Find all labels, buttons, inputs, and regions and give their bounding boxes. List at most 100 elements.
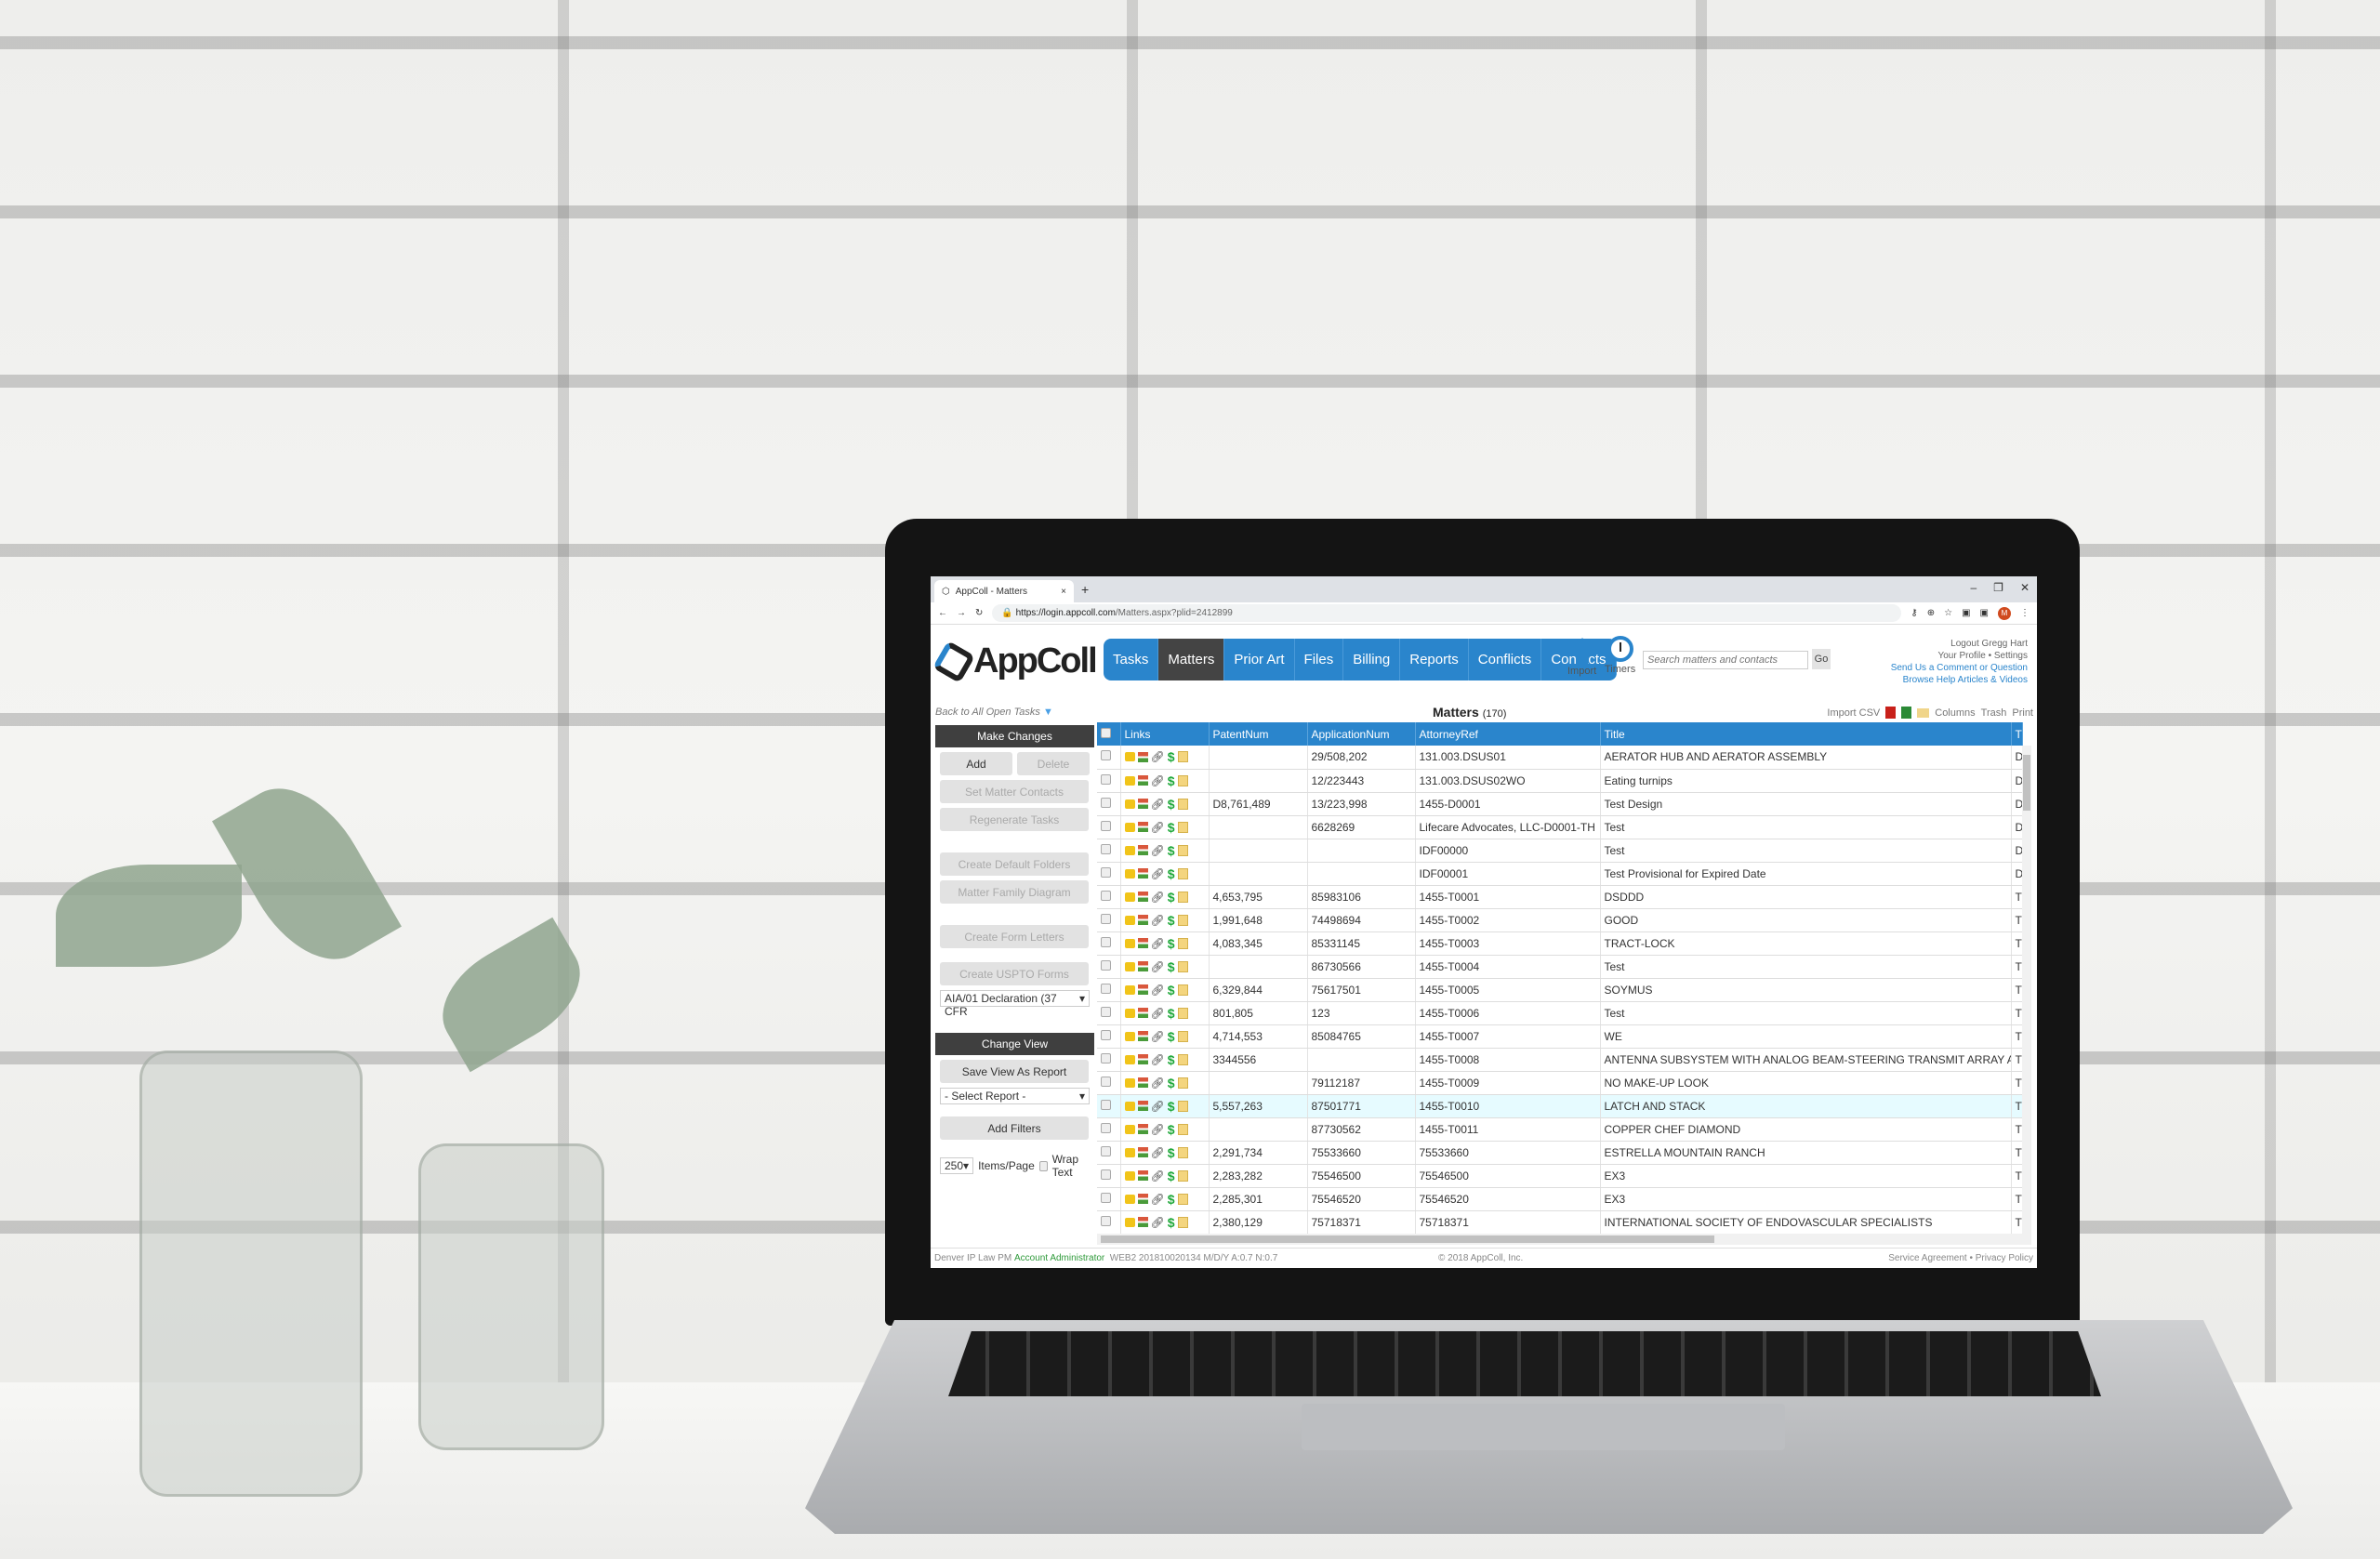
dollar-icon[interactable]: $ — [1167, 1191, 1175, 1207]
columns-link[interactable]: Columns — [1935, 707, 1976, 719]
family-tree-icon[interactable] — [1137, 1054, 1148, 1064]
documents-icon[interactable] — [1177, 821, 1188, 833]
new-tab-icon[interactable]: + — [1081, 582, 1090, 597]
checkbox-cell[interactable] — [1097, 769, 1121, 793]
reload-icon[interactable]: ↻ — [975, 608, 984, 618]
family-tree-icon[interactable] — [1137, 1101, 1148, 1111]
nav-files[interactable]: Files — [1295, 639, 1344, 680]
row-checkbox[interactable] — [1101, 750, 1111, 761]
dollar-icon[interactable]: $ — [1167, 958, 1175, 974]
row-checkbox[interactable] — [1101, 1076, 1111, 1087]
family-tree-icon[interactable] — [1137, 984, 1148, 995]
close-window-icon[interactable]: ✕ — [2019, 581, 2030, 594]
table-row[interactable]: 🔗︎ $2,283,282 75546500 75546500 EX3 T — [1097, 1164, 2023, 1188]
link-icon[interactable]: 🔗︎ — [1150, 1052, 1165, 1066]
vertical-scrollbar[interactable] — [2022, 746, 2031, 1234]
link-icon[interactable]: 🔗︎ — [1150, 959, 1165, 973]
checkbox-cell[interactable] — [1097, 1024, 1121, 1049]
column-header-links[interactable]: Links — [1120, 722, 1210, 746]
search-input[interactable] — [1643, 651, 1808, 669]
folder-icon[interactable] — [1124, 1031, 1135, 1041]
family-tree-icon[interactable] — [1137, 961, 1148, 971]
nav-matters[interactable]: Matters — [1158, 639, 1225, 680]
link-icon[interactable]: 🔗︎ — [1150, 1145, 1165, 1159]
documents-icon[interactable] — [1177, 1123, 1188, 1135]
dollar-icon[interactable]: $ — [1167, 1098, 1175, 1114]
folder-icon[interactable] — [1124, 1147, 1135, 1157]
delete-button[interactable]: Delete — [1017, 752, 1090, 775]
row-checkbox[interactable] — [1101, 1215, 1111, 1226]
documents-icon[interactable] — [1177, 798, 1188, 810]
add-button[interactable]: Add — [940, 752, 1012, 775]
table-row[interactable]: 🔗︎ $801,805 123 1455-T0006 Test T — [1097, 1001, 2023, 1025]
folder-icon[interactable] — [1124, 1054, 1135, 1064]
table-row[interactable]: 🔗︎ $4,653,795 85983106 1455-T0001 DSDDD T — [1097, 885, 2023, 909]
folder-icon[interactable] — [1124, 845, 1135, 855]
dollar-icon[interactable]: $ — [1167, 796, 1175, 812]
dollar-icon[interactable]: $ — [1167, 1144, 1175, 1160]
family-tree-icon[interactable] — [1137, 1008, 1148, 1018]
column-header-attorneyref[interactable]: AttorneyRef — [1415, 722, 1601, 746]
set-matter-contacts-button[interactable]: Set Matter Contacts — [940, 780, 1089, 803]
documents-icon[interactable] — [1177, 751, 1188, 763]
profile-settings-link[interactable]: Your Profile • Settings — [1937, 651, 2028, 661]
dollar-icon[interactable]: $ — [1167, 773, 1175, 788]
checkbox-cell[interactable] — [1097, 978, 1121, 1002]
table-row[interactable]: 🔗︎ $4,083,345 85331145 1455-T0003 TRACT-LOCK… — [1097, 931, 2023, 956]
extension-icon[interactable]: ▣ — [1962, 608, 1971, 618]
dollar-icon[interactable]: $ — [1167, 912, 1175, 928]
checkbox-cell[interactable] — [1097, 1001, 1121, 1025]
checkbox-cell[interactable] — [1097, 1071, 1121, 1095]
folder-icon[interactable] — [1124, 1101, 1135, 1111]
table-row[interactable]: 🔗︎ $87730562 1455-T0011 COPPER CHEF DIAMOND… — [1097, 1117, 2023, 1142]
table-row[interactable]: 🔗︎ $3344556 1455-T0008 ANTENNA SUBSYSTEM WI… — [1097, 1048, 2023, 1072]
link-icon[interactable]: 🔗︎ — [1150, 750, 1165, 764]
row-checkbox[interactable] — [1101, 1029, 1111, 1040]
link-icon[interactable]: 🔗︎ — [1150, 797, 1165, 811]
link-icon[interactable]: 🔗︎ — [1150, 913, 1165, 927]
family-tree-icon[interactable] — [1137, 1194, 1148, 1204]
folder-icon[interactable] — [1124, 868, 1135, 879]
row-checkbox[interactable] — [1101, 959, 1111, 971]
documents-icon[interactable] — [1177, 1053, 1188, 1065]
table-row[interactable]: 🔗︎ $1,991,648 74498694 1455-T0002 GOOD T — [1097, 908, 2023, 932]
link-icon[interactable]: 🔗︎ — [1150, 1215, 1165, 1229]
link-icon[interactable]: 🔗︎ — [1150, 1029, 1165, 1043]
row-checkbox[interactable] — [1101, 983, 1111, 994]
dollar-icon[interactable]: $ — [1167, 1214, 1175, 1230]
checkbox-cell[interactable] — [1097, 885, 1121, 909]
regenerate-tasks-button[interactable]: Regenerate Tasks — [940, 808, 1089, 831]
help-link[interactable]: Browse Help Articles & Videos — [1902, 675, 2028, 685]
link-icon[interactable]: 🔗︎ — [1150, 1192, 1165, 1206]
documents-icon[interactable] — [1177, 1216, 1188, 1228]
documents-icon[interactable] — [1177, 1007, 1188, 1019]
row-checkbox[interactable] — [1101, 1052, 1111, 1064]
folder-icon[interactable] — [1124, 1170, 1135, 1181]
table-row[interactable]: 🔗︎ $79112187 1455-T0009 NO MAKE-UP LOOK T — [1097, 1071, 2023, 1095]
checkbox-cell[interactable] — [1097, 1164, 1121, 1188]
table-row[interactable]: 🔗︎ $2,285,301 75546520 75546520 EX3 T — [1097, 1187, 2023, 1211]
comment-link[interactable]: Send Us a Comment or Question — [1890, 663, 2028, 673]
close-tab-icon[interactable]: × — [1061, 586, 1066, 597]
key-icon[interactable]: ⚷ — [1911, 608, 1918, 618]
select-report-dropdown[interactable]: - Select Report - ▾ — [940, 1088, 1090, 1104]
family-tree-icon[interactable] — [1137, 1170, 1148, 1181]
browser-tab[interactable]: ⬡ AppColl - Matters × — [934, 580, 1074, 602]
row-checkbox[interactable] — [1101, 1006, 1111, 1017]
dollar-icon[interactable]: $ — [1167, 1005, 1175, 1021]
row-checkbox[interactable] — [1101, 890, 1111, 901]
url-field[interactable]: 🔒 https://login.appcoll.com/Matters.aspx… — [992, 604, 1902, 622]
terms-links[interactable]: Service Agreement • Privacy Policy — [1888, 1253, 2033, 1263]
user-role[interactable]: Account Administrator — [1013, 1253, 1105, 1263]
link-icon[interactable]: 🔗︎ — [1150, 890, 1165, 904]
link-icon[interactable]: 🔗︎ — [1150, 820, 1165, 834]
link-icon[interactable]: 🔗︎ — [1150, 773, 1165, 787]
star-icon[interactable]: ☆ — [1944, 608, 1953, 618]
dollar-icon[interactable]: $ — [1167, 1121, 1175, 1137]
import-button[interactable]: Import — [1567, 638, 1596, 677]
dollar-icon[interactable]: $ — [1167, 1051, 1175, 1067]
print-link[interactable]: Print — [2012, 707, 2033, 719]
checkbox-cell[interactable] — [1097, 1094, 1121, 1118]
link-icon[interactable]: 🔗︎ — [1150, 843, 1165, 857]
add-filters-button[interactable]: Add Filters — [940, 1116, 1089, 1140]
